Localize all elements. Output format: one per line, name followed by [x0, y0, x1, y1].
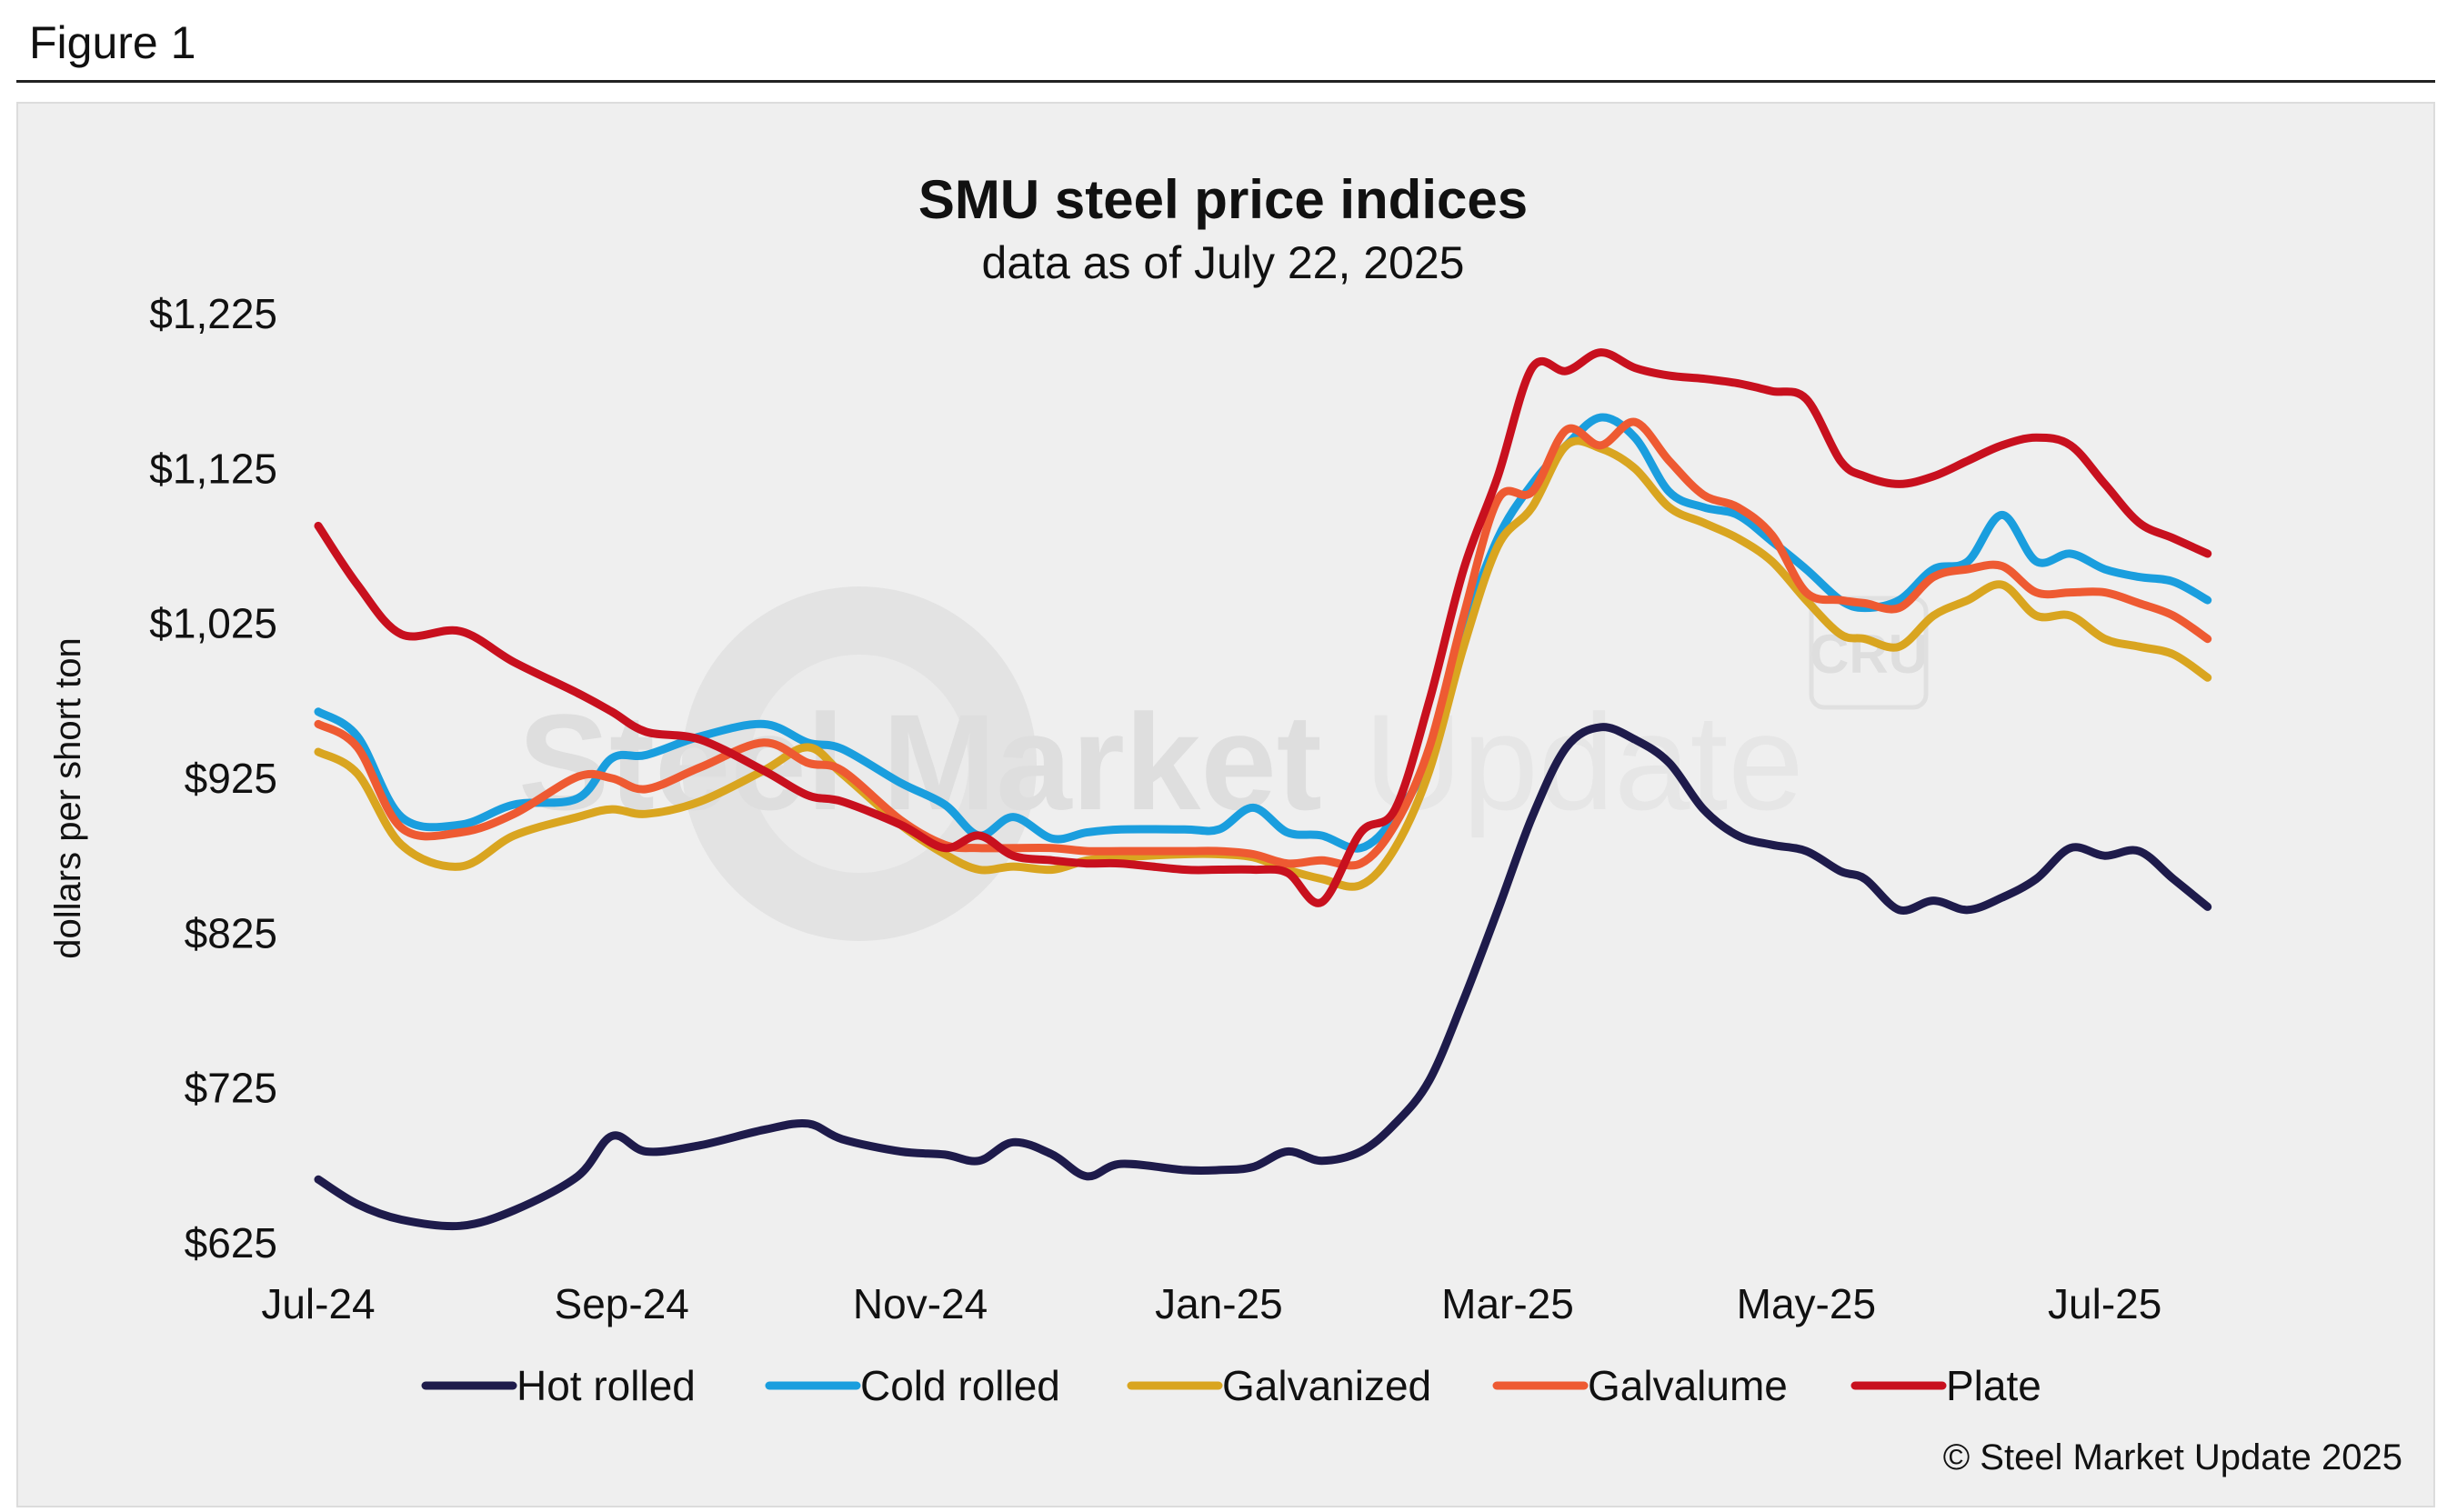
x-tick-label: Jul-25	[2048, 1280, 2161, 1327]
legend-label-hot-rolled: Hot rolled	[516, 1362, 696, 1409]
y-tick-label: $1,125	[149, 445, 277, 492]
series-line-galvanized	[314, 436, 2212, 891]
x-axis-ticks: Jul-24 Sep-24 Nov-24 Jan-25 Mar-25 May-25 Jul-…	[261, 1280, 2161, 1327]
legend-label-galvanized: Galvanized	[1222, 1362, 1431, 1409]
chart-panel	[16, 102, 2435, 1507]
x-tick-label: Mar-25	[1441, 1280, 1574, 1327]
series-line-hot-rolled	[314, 723, 2212, 1231]
figure-divider	[16, 80, 2435, 83]
legend: Hot rolled Cold rolled Galvanized Galvalume…	[421, 1362, 2041, 1409]
x-tick-label: Jan-25	[1155, 1280, 1283, 1327]
y-tick-label: $925	[185, 755, 277, 802]
legend-label-plate: Plate	[1946, 1362, 2041, 1409]
watermark: Steel Market Update CRU	[518, 586, 1929, 941]
y-axis-ticks: $625 $725 $825 $925 $1,025 $1,125 $1,225	[149, 290, 277, 1267]
y-axis-label: dollars per short ton	[48, 637, 88, 959]
series-lines	[314, 348, 2212, 1231]
figure-label: Figure 1	[29, 17, 196, 68]
x-tick-label: Nov-24	[853, 1280, 988, 1327]
copyright-note: © Steel Market Update 2025	[1943, 1437, 2402, 1477]
y-tick-label: $1,025	[149, 600, 277, 647]
watermark-circle-inner	[750, 655, 968, 873]
series-line-galvalume	[314, 417, 2212, 870]
legend-label-cold-rolled: Cold rolled	[860, 1362, 1060, 1409]
y-tick-label: $625	[185, 1219, 277, 1267]
watermark-badge: CRU	[1810, 624, 1928, 685]
series-line-plate	[314, 348, 2212, 907]
x-tick-label: Sep-24	[555, 1280, 689, 1327]
chart-title: SMU steel price indices	[918, 169, 1528, 230]
legend-label-galvalume: Galvalume	[1588, 1362, 1788, 1409]
x-tick-label: Jul-24	[261, 1280, 375, 1327]
chart-subtitle: data as of July 22, 2025	[982, 237, 1465, 288]
y-tick-label: $725	[185, 1065, 277, 1112]
x-tick-label: May-25	[1737, 1280, 1876, 1327]
y-tick-label: $825	[185, 909, 277, 956]
watermark-badge-frame	[1809, 596, 1929, 710]
y-tick-label: $1,225	[149, 290, 277, 337]
